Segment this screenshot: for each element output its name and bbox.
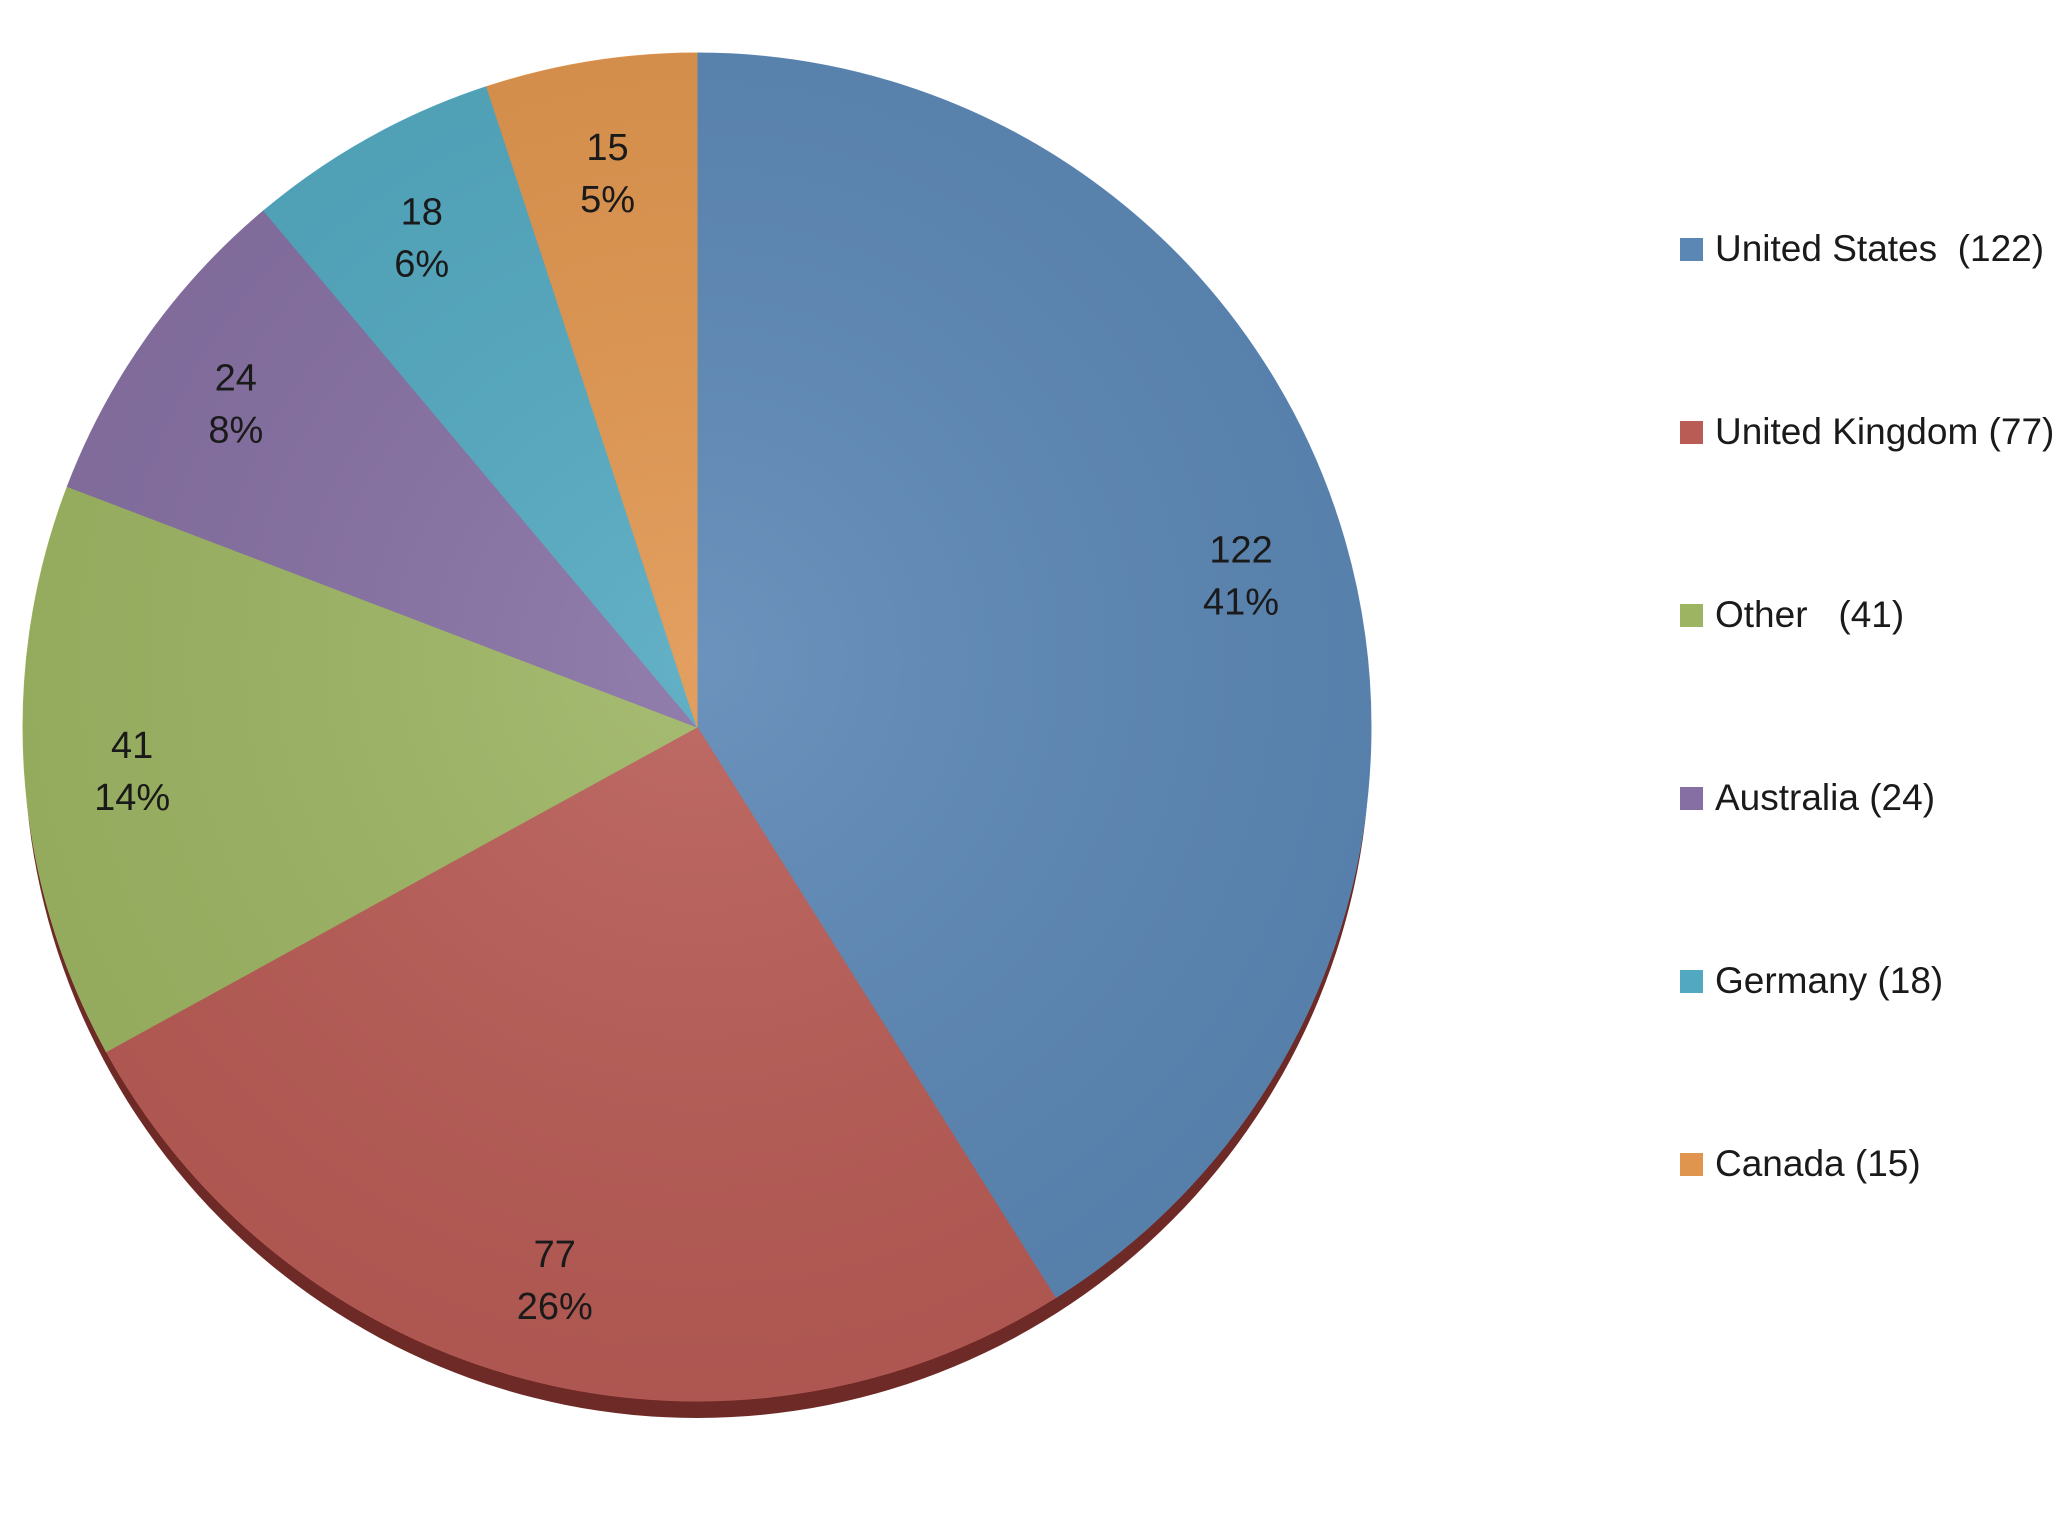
legend-item-other: Other (41) — [1680, 591, 2066, 774]
legend-label: Australia (24) — [1715, 777, 1936, 818]
slice-percent-label-germany: 6% — [394, 243, 449, 285]
slice-percent-label-united-states: 41% — [1203, 581, 1279, 623]
legend-item-united-states: United States (122) — [1680, 225, 2066, 408]
slice-value-label-united-kingdom: 77 — [534, 1234, 576, 1276]
slice-value-label-canada: 15 — [586, 127, 628, 169]
slice-value-label-united-states: 122 — [1209, 529, 1272, 571]
legend-label: United Kingdom (77) — [1715, 411, 2055, 452]
legend-swatch — [1680, 421, 1703, 444]
legend-item-germany: Germany (18) — [1680, 957, 2066, 1140]
legend-item-canada: Canada (15) — [1680, 1140, 2066, 1323]
legend-item-united-kingdom: United Kingdom (77) — [1680, 408, 2066, 591]
slice-value-label-germany: 18 — [401, 191, 443, 233]
legend-label: Germany (18) — [1715, 960, 1944, 1001]
legend-item-australia: Australia (24) — [1680, 774, 2066, 957]
slice-percent-label-other: 14% — [94, 777, 170, 819]
legend-swatch — [1680, 970, 1703, 993]
legend-label: Other (41) — [1715, 594, 1905, 635]
slice-percent-label-australia: 8% — [208, 410, 263, 452]
legend-swatch — [1680, 787, 1703, 810]
legend-swatch — [1680, 238, 1703, 261]
legend-label: Canada (15) — [1715, 1143, 1921, 1184]
legend-label: United States (122) — [1715, 228, 2045, 269]
slice-percent-label-canada: 5% — [580, 179, 635, 221]
slice-percent-label-united-kingdom: 26% — [517, 1286, 593, 1328]
pie-shading — [23, 53, 1371, 1401]
slice-value-label-australia: 24 — [215, 358, 257, 400]
legend-swatch — [1680, 604, 1703, 627]
slice-value-label-other: 41 — [111, 725, 153, 767]
legend: United States (122) United Kingdom (77) Ot… — [1680, 225, 2066, 1323]
legend-swatch — [1680, 1153, 1703, 1176]
pie-data-labels: 122 41% 77 26% 41 14% 24 8% 18 6% 15 5% — [94, 127, 1279, 1328]
